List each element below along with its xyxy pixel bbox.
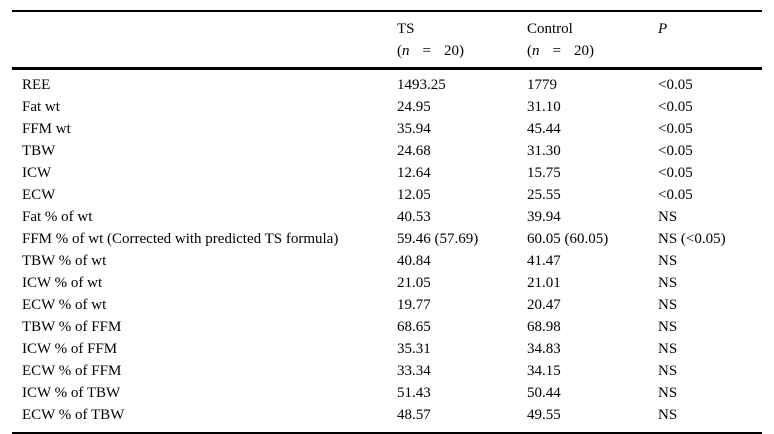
row-label: ICW % of TBW (22, 385, 121, 401)
paren-open: ( (527, 43, 532, 59)
ts-value: 35.31 (397, 341, 431, 357)
p-value: <0.05 (658, 187, 693, 203)
control-value: 31.10 (527, 99, 561, 115)
table-row: REE 1493.25 1779 <0.05 (12, 74, 762, 96)
control-value: 20.47 (527, 297, 561, 313)
ts-value: 51.43 (397, 385, 431, 401)
row-label: ECW (22, 187, 56, 203)
ts-value: 33.34 (397, 363, 431, 379)
table-row: TBW % of FFM 68.65 68.98 NS (12, 316, 762, 338)
equals-sign: = (552, 43, 561, 59)
table-row: ICW % of TBW 51.43 50.44 NS (12, 382, 762, 404)
col-subheader-ts-n: (n = 20) (397, 40, 527, 62)
control-value: 1779 (527, 77, 557, 93)
ts-value: 1493.25 (397, 77, 446, 93)
control-value: 41.47 (527, 253, 561, 269)
row-label: ICW % of wt (22, 275, 103, 291)
row-label: REE (22, 77, 51, 93)
p-value: NS (658, 407, 678, 423)
row-label: ECW % of FFM (22, 363, 122, 379)
col-header-ts: TS (397, 21, 415, 37)
p-value: NS (658, 253, 678, 269)
p-value: <0.05 (658, 165, 693, 181)
table-row: TBW 24.68 31.30 <0.05 (12, 140, 762, 162)
ts-value: 68.65 (397, 319, 431, 335)
row-label: TBW (22, 143, 56, 159)
p-value: NS (658, 385, 678, 401)
control-value: 60.05 (60.05) (527, 231, 609, 247)
row-label: FFM % of wt (Corrected with predicted TS… (22, 231, 339, 247)
table-row: ECW 12.05 25.55 <0.05 (12, 184, 762, 206)
p-value: NS (658, 275, 678, 291)
control-value: 45.44 (527, 121, 561, 137)
ts-value: 48.57 (397, 407, 431, 423)
ts-value: 40.84 (397, 253, 431, 269)
p-value: NS (<0.05) (658, 231, 726, 247)
table-row: ECW % of FFM 33.34 34.15 NS (12, 360, 762, 382)
row-label: FFM wt (22, 121, 71, 137)
p-value: NS (658, 209, 678, 225)
control-value: 21.01 (527, 275, 561, 291)
row-label: ECW % of wt (22, 297, 107, 313)
row-label: Fat % of wt (22, 209, 93, 225)
header-ts-col: TS (n = 20) (397, 18, 527, 62)
table-row: ECW % of wt 19.77 20.47 NS (12, 294, 762, 316)
header-control-col: Control (n = 20) (527, 18, 658, 62)
table-row: FFM wt 35.94 45.44 <0.05 (12, 118, 762, 140)
n-symbol: n (402, 43, 410, 59)
p-value: NS (658, 297, 678, 313)
row-label: ICW % of FFM (22, 341, 118, 357)
table-body: REE 1493.25 1779 <0.05 Fat wt 24.95 31.10 <0.05… (12, 70, 762, 434)
n-symbol: n (532, 43, 540, 59)
count-value: 20) (573, 43, 594, 59)
ts-value: 35.94 (397, 121, 431, 137)
table-row: Fat % of wt 40.53 39.94 NS (12, 206, 762, 228)
control-value: 68.98 (527, 319, 561, 335)
count-value: 20) (443, 43, 464, 59)
p-value: <0.05 (658, 121, 693, 137)
p-value: NS (658, 341, 678, 357)
ts-value: 12.05 (397, 187, 431, 203)
row-label: ECW % of TBW (22, 407, 125, 423)
p-value: <0.05 (658, 99, 693, 115)
ts-value: 24.95 (397, 99, 431, 115)
table-row: ECW % of TBW 48.57 49.55 NS (12, 404, 762, 426)
control-value: 34.15 (527, 363, 561, 379)
control-value: 39.94 (527, 209, 561, 225)
table-row: ICW 12.64 15.75 <0.05 (12, 162, 762, 184)
control-value: 50.44 (527, 385, 561, 401)
equals-sign: = (422, 43, 431, 59)
ts-value: 12.64 (397, 165, 431, 181)
table-row: TBW % of wt 40.84 41.47 NS (12, 250, 762, 272)
col-header-control: Control (527, 21, 573, 37)
control-value: 49.55 (527, 407, 561, 423)
row-label: Fat wt (22, 99, 60, 115)
row-label: TBW % of FFM (22, 319, 122, 335)
paren-open: ( (397, 43, 402, 59)
ts-value: 40.53 (397, 209, 431, 225)
ts-value: 19.77 (397, 297, 431, 313)
col-header-p: P (658, 21, 668, 37)
p-value: NS (658, 363, 678, 379)
p-value: NS (658, 319, 678, 335)
p-value: <0.05 (658, 77, 693, 93)
row-label: TBW % of wt (22, 253, 107, 269)
table-header: TS (n = 20) Control (n = 20) P (12, 10, 762, 70)
control-value: 31.30 (527, 143, 561, 159)
ts-value: 59.46 (57.69) (397, 231, 479, 247)
ts-value: 21.05 (397, 275, 431, 291)
table-row: FFM % of wt (Corrected with predicted TS… (12, 228, 762, 250)
control-value: 34.83 (527, 341, 561, 357)
p-value: <0.05 (658, 143, 693, 159)
table-row: Fat wt 24.95 31.10 <0.05 (12, 96, 762, 118)
ts-value: 24.68 (397, 143, 431, 159)
control-value: 25.55 (527, 187, 561, 203)
col-subheader-control-n: (n = 20) (527, 40, 658, 62)
table-row: ICW % of FFM 35.31 34.83 NS (12, 338, 762, 360)
results-table: TS (n = 20) Control (n = 20) P REE 1493.25 177… (12, 10, 762, 434)
table-row: ICW % of wt 21.05 21.01 NS (12, 272, 762, 294)
control-value: 15.75 (527, 165, 561, 181)
row-label: ICW (22, 165, 52, 181)
